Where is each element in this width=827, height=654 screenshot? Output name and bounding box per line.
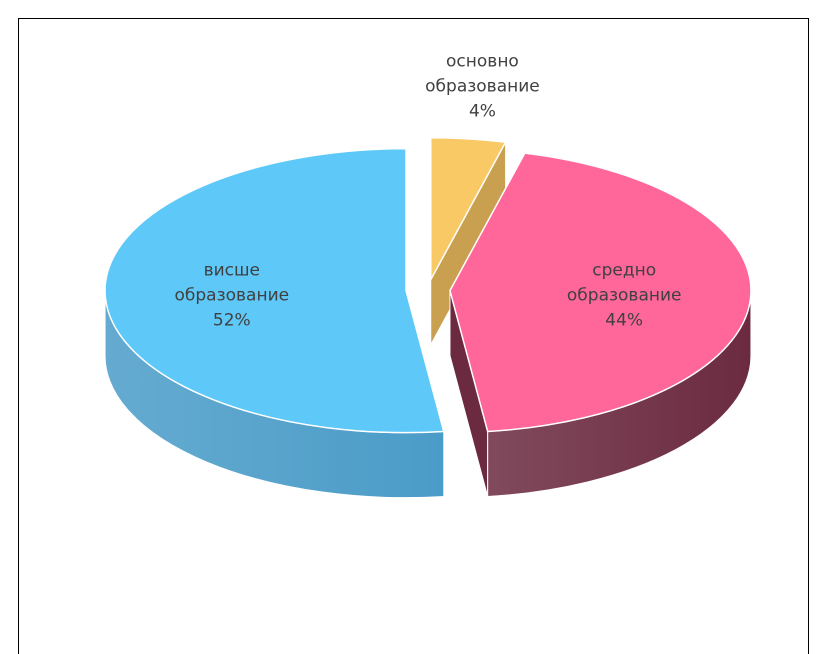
value-label: 4%	[468, 101, 496, 122]
slice-top	[430, 136, 507, 281]
data-label: висше образование 52%	[157, 258, 307, 333]
value-label: 44%	[605, 310, 644, 331]
category-label: висше образование	[174, 260, 290, 306]
slice-top	[449, 152, 752, 433]
data-label: средно образование 44%	[549, 258, 699, 333]
chart-frame	[18, 18, 809, 654]
category-label: основно образование	[425, 51, 540, 97]
value-label: 52%	[212, 310, 251, 331]
pie-slice	[104, 147, 445, 499]
pie-slice	[449, 152, 752, 498]
data-label: основно образование 4%	[407, 49, 557, 124]
category-label: средно образование	[566, 260, 682, 306]
slice-top	[104, 147, 445, 434]
